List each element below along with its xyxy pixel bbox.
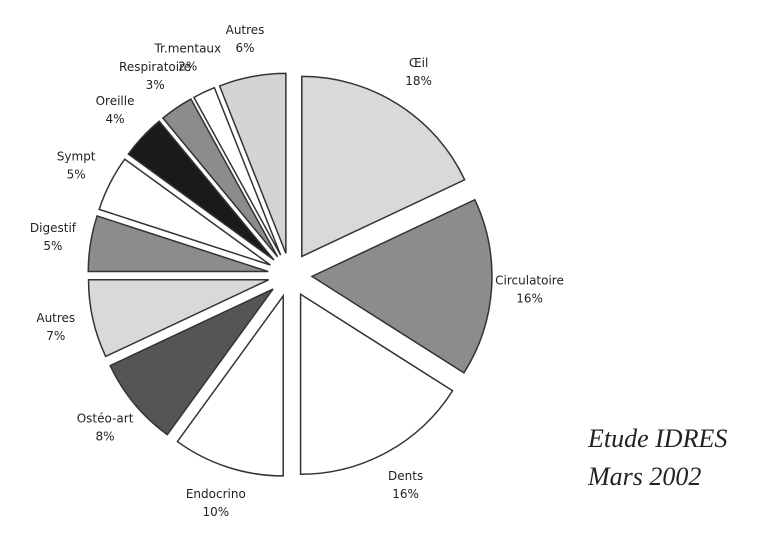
slice-value-label: 5% [43, 239, 62, 253]
slice-label: Oreille [96, 94, 135, 108]
annotation: Mars 2002 [587, 462, 701, 491]
slice-value-label: 16% [516, 292, 543, 306]
pie-slice [218, 72, 287, 254]
pie-slice [176, 293, 284, 477]
pie-slice [127, 120, 275, 261]
slice-value-label: 10% [202, 505, 229, 519]
slice-label: Dents [388, 469, 423, 483]
slice-value-label: 6% [236, 41, 255, 55]
annotation: Etude IDRES [587, 424, 727, 453]
slice-value-label: 5% [67, 168, 86, 182]
slice-label: Œil [409, 56, 429, 70]
slice-label: Sympt [57, 150, 96, 164]
pie-slice [301, 75, 466, 258]
pie-slice [161, 98, 279, 258]
slice-value-label: 3% [146, 78, 165, 92]
pie-slice [192, 86, 282, 256]
pie-slice [98, 158, 271, 266]
pie-slice [109, 288, 274, 436]
slice-value-label: 2% [178, 59, 197, 73]
slice-label: Endocrino [186, 487, 246, 501]
slice-value-label: 18% [405, 74, 432, 88]
slice-label: Digestif [30, 221, 77, 235]
pie-slice [87, 214, 269, 273]
slice-label: Tr.mentaux [153, 41, 221, 55]
slice-value-label: 4% [106, 112, 125, 126]
slice-value-label: 7% [46, 329, 65, 343]
pie-slice [299, 292, 454, 476]
slice-label: Respiratoire [119, 60, 191, 74]
pie-slice [87, 279, 269, 358]
slice-label: Autres [36, 311, 75, 325]
slice-value-label: 16% [392, 487, 419, 501]
pie-slice [310, 198, 493, 374]
slice-value-label: 8% [96, 429, 115, 443]
slice-label: Circulatoire [495, 274, 564, 288]
slice-label: Autres [226, 23, 265, 37]
slice-label: Ostéo-art [77, 411, 134, 425]
